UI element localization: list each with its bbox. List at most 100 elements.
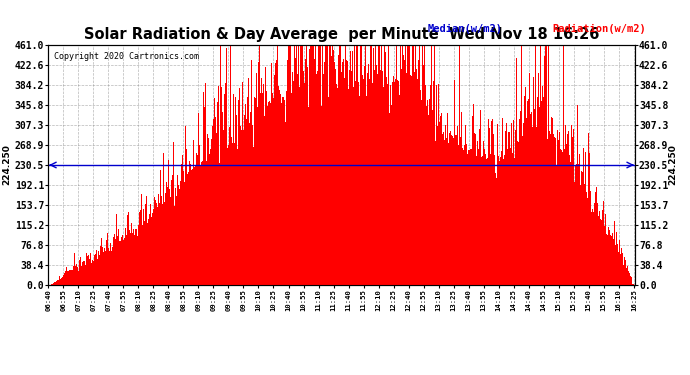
Bar <box>422 65 424 285</box>
Bar <box>508 132 509 285</box>
Bar <box>146 196 148 285</box>
Bar <box>463 150 464 285</box>
Bar <box>420 90 421 285</box>
Bar <box>179 189 180 285</box>
Bar <box>91 263 92 285</box>
Bar <box>419 40 420 285</box>
Bar <box>392 82 393 285</box>
Bar <box>613 239 614 285</box>
Bar <box>400 40 401 285</box>
Bar <box>302 71 304 285</box>
Bar <box>291 72 293 285</box>
Bar <box>97 259 99 285</box>
Bar <box>133 229 135 285</box>
Bar <box>623 265 624 285</box>
Bar <box>523 123 524 285</box>
Bar <box>106 240 108 285</box>
Bar <box>89 259 90 285</box>
Bar <box>393 82 395 285</box>
Bar <box>319 40 321 285</box>
Bar <box>219 162 220 285</box>
Bar <box>122 235 124 285</box>
Bar <box>268 102 270 285</box>
Bar <box>391 105 392 285</box>
Bar <box>202 162 204 285</box>
Bar <box>542 86 543 285</box>
Bar <box>460 137 461 285</box>
Bar <box>599 211 600 285</box>
Bar <box>589 153 590 285</box>
Bar <box>108 248 109 285</box>
Bar <box>612 233 613 285</box>
Bar <box>142 225 144 285</box>
Bar <box>553 134 554 285</box>
Bar <box>480 110 481 285</box>
Bar <box>55 282 57 285</box>
Bar <box>450 131 451 285</box>
Bar <box>226 48 228 285</box>
Bar <box>417 60 419 285</box>
Bar <box>157 207 159 285</box>
Bar <box>324 40 326 285</box>
Bar <box>201 162 202 285</box>
Bar <box>137 236 139 285</box>
Bar <box>540 40 541 285</box>
Bar <box>182 154 184 285</box>
Bar <box>614 221 615 285</box>
Bar <box>353 40 355 285</box>
Bar <box>628 272 629 285</box>
Bar <box>148 219 150 285</box>
Bar <box>111 251 112 285</box>
Bar <box>430 86 431 285</box>
Bar <box>437 84 439 285</box>
Bar <box>72 270 73 285</box>
Bar <box>483 141 484 285</box>
Bar <box>579 154 580 285</box>
Bar <box>539 106 540 285</box>
Bar <box>461 112 462 285</box>
Bar <box>472 116 473 285</box>
Bar <box>597 203 598 285</box>
Bar <box>128 212 129 285</box>
Bar <box>284 122 286 285</box>
Bar <box>413 72 415 285</box>
Bar <box>564 125 566 285</box>
Bar <box>275 63 277 285</box>
Bar <box>432 110 433 285</box>
Bar <box>66 267 68 285</box>
Bar <box>255 98 257 285</box>
Bar <box>273 98 275 285</box>
Bar <box>366 74 368 285</box>
Bar <box>140 210 141 285</box>
Bar <box>615 232 617 285</box>
Bar <box>404 40 406 285</box>
Bar <box>348 70 350 285</box>
Bar <box>518 142 519 285</box>
Bar <box>554 137 555 285</box>
Bar <box>135 229 137 285</box>
Bar <box>257 107 259 285</box>
Bar <box>242 82 244 285</box>
Bar <box>352 51 353 285</box>
Bar <box>63 275 64 285</box>
Bar <box>311 40 313 285</box>
Bar <box>159 203 160 285</box>
Bar <box>160 170 161 285</box>
Bar <box>535 127 537 285</box>
Bar <box>75 266 77 285</box>
Bar <box>375 65 377 285</box>
Bar <box>177 175 179 285</box>
Bar <box>621 248 622 285</box>
Bar <box>86 253 88 285</box>
Bar <box>281 94 282 285</box>
Bar <box>52 284 53 285</box>
Bar <box>482 156 483 285</box>
Bar <box>598 216 599 285</box>
Bar <box>221 87 222 285</box>
Bar <box>446 113 448 285</box>
Bar <box>264 116 266 285</box>
Bar <box>317 40 319 285</box>
Bar <box>173 142 175 285</box>
Bar <box>607 235 608 285</box>
Bar <box>581 171 582 285</box>
